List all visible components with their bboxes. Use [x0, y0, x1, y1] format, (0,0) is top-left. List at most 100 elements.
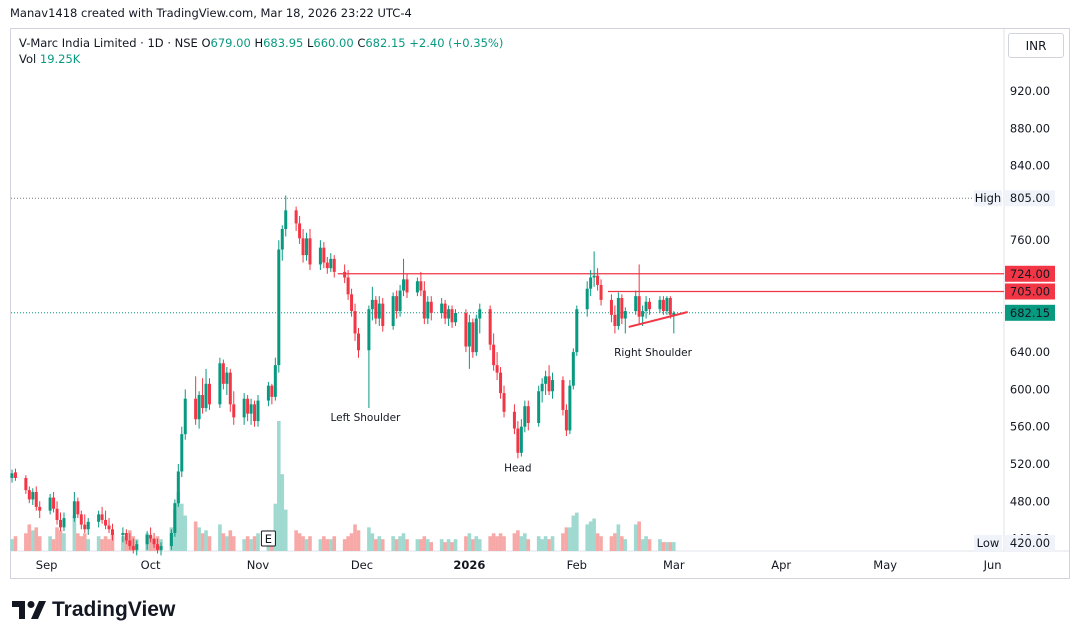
close-value: 682.15: [365, 36, 406, 50]
candle-body: [609, 299, 613, 315]
low-label: L: [307, 36, 314, 50]
candles: [10, 195, 676, 556]
candle-body: [575, 309, 579, 353]
candle-body: [391, 296, 395, 326]
high-marker-bg: [974, 190, 1002, 207]
chart-frame: [10, 28, 1070, 579]
volume-bar: [640, 539, 645, 551]
volume-bar: [148, 536, 153, 551]
candle-body: [253, 404, 257, 422]
candle-body: [38, 506, 42, 511]
candle-body: [10, 473, 14, 478]
x-tick-label: May: [873, 558, 897, 572]
candle-body: [218, 363, 222, 405]
candle-body: [301, 238, 305, 256]
candle-body: [495, 365, 499, 373]
x-tick-label: Mar: [663, 558, 685, 572]
candle-body: [52, 497, 56, 509]
volume-bar: [571, 515, 576, 551]
x-tick-label: 2026: [453, 558, 485, 572]
volume-bar: [79, 536, 84, 551]
high-price-label: 805.00: [1010, 191, 1050, 205]
candle-body: [270, 385, 274, 397]
volume-bar: [48, 536, 52, 551]
currency-button[interactable]: INR: [1008, 33, 1064, 58]
volume-bar: [273, 503, 278, 551]
volume-bar: [568, 527, 572, 551]
annotation-left-shoulder: Left Shoulder: [331, 412, 402, 424]
candle-body: [571, 352, 575, 386]
candle-body: [415, 281, 419, 293]
candle-body: [97, 514, 101, 522]
volume-bar: [398, 536, 402, 551]
candle-body: [308, 238, 312, 265]
candle-body: [357, 333, 360, 351]
volume-bar: [377, 536, 382, 551]
volume-bar: [464, 536, 468, 551]
volume-bar: [51, 539, 56, 551]
volume-bar: [322, 536, 326, 551]
candle-body: [121, 533, 125, 535]
volume-bar: [616, 524, 621, 551]
volume-bar: [121, 536, 125, 551]
volume-bar: [294, 530, 298, 551]
candle-body: [242, 398, 246, 418]
low-price-bg: [1005, 535, 1055, 551]
candle-body: [599, 284, 603, 300]
volume-bar: [574, 512, 579, 551]
candle-body: [346, 277, 350, 295]
volume-bar: [498, 533, 503, 551]
candle-body: [256, 400, 260, 422]
volume-bar: [588, 521, 593, 551]
volume-bar: [179, 503, 184, 551]
volume-bar: [256, 533, 260, 551]
y-tick-label: 600.00: [1010, 382, 1050, 396]
x-tick-label: Oct: [141, 558, 161, 572]
y-tick-label: 560.00: [1010, 420, 1050, 434]
candle-body: [104, 519, 108, 526]
candle-body: [474, 318, 478, 353]
y-tick-label: 840.00: [1010, 159, 1050, 173]
volume-bar: [429, 542, 434, 551]
candle-body: [447, 309, 451, 319]
volume-bar: [356, 530, 361, 551]
annotation-head: Head: [504, 462, 531, 474]
volume-bar: [249, 539, 253, 551]
volume-bar: [495, 536, 499, 551]
candle-body: [492, 344, 496, 366]
volume-bar: [124, 539, 129, 551]
candle-body: [561, 380, 565, 410]
candle-body: [405, 279, 409, 293]
candle-body: [450, 309, 454, 323]
volume-bar: [380, 539, 385, 551]
volume-bar: [252, 536, 257, 551]
candle-body: [79, 514, 83, 525]
volume-bar: [353, 524, 357, 551]
candle-body: [322, 247, 326, 263]
candle-body: [62, 518, 66, 528]
volume-bar: [543, 536, 548, 551]
candle-body: [377, 303, 381, 319]
candle-body: [641, 311, 645, 317]
candle-body: [637, 296, 641, 317]
candle-body: [596, 275, 600, 285]
volume-bar: [613, 533, 617, 551]
candle-body: [454, 312, 458, 323]
candle-body: [48, 497, 52, 511]
volume-bar: [661, 542, 666, 551]
volume-bar: [228, 530, 233, 551]
candle-body: [443, 303, 447, 319]
volume-bar: [471, 539, 475, 551]
open-label: O: [201, 36, 211, 50]
volume-bar: [561, 533, 565, 551]
candle-body: [100, 514, 104, 520]
volume-bar: [176, 491, 181, 551]
volume-bar: [564, 527, 569, 551]
candle-body: [668, 298, 672, 315]
symbol-label[interactable]: V-Marc India Limited · 1D · NSE: [19, 36, 198, 50]
y-tick-label: 480.00: [1010, 494, 1050, 508]
candle-body: [225, 372, 229, 384]
candle-body: [395, 296, 399, 312]
chart-caption: Manav1418 created with TradingView.com, …: [10, 6, 412, 20]
